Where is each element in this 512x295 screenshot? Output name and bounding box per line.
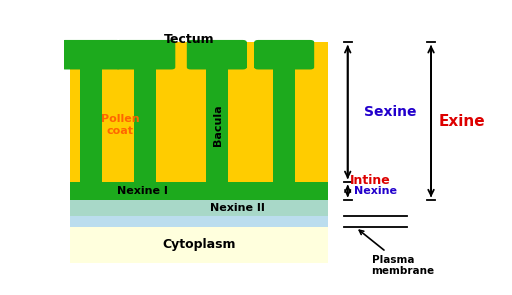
- Bar: [273, 68, 295, 182]
- Text: Cytoplasm: Cytoplasm: [162, 238, 236, 251]
- Bar: [135, 68, 156, 182]
- Bar: [247, 42, 254, 68]
- Text: Tectum: Tectum: [164, 33, 215, 46]
- Bar: [70, 200, 328, 216]
- FancyBboxPatch shape: [61, 40, 121, 70]
- FancyBboxPatch shape: [254, 40, 314, 70]
- Text: Exine: Exine: [439, 114, 485, 129]
- FancyBboxPatch shape: [187, 40, 247, 70]
- Bar: [70, 42, 328, 182]
- Bar: [295, 68, 328, 182]
- Text: Nexine I: Nexine I: [117, 186, 167, 196]
- Text: Nexine: Nexine: [354, 186, 397, 196]
- Text: Plasma
membrane: Plasma membrane: [359, 230, 435, 276]
- Bar: [80, 68, 102, 182]
- Bar: [175, 42, 187, 68]
- Bar: [156, 68, 206, 182]
- Text: Sexine: Sexine: [364, 105, 416, 119]
- Text: Pollen
coat: Pollen coat: [101, 114, 139, 136]
- Text: Nexine II: Nexine II: [210, 203, 265, 213]
- Bar: [102, 68, 135, 182]
- Bar: [314, 42, 328, 68]
- Bar: [70, 227, 328, 263]
- Bar: [206, 68, 228, 182]
- Bar: [70, 68, 80, 182]
- FancyBboxPatch shape: [115, 40, 175, 70]
- Text: Bacula: Bacula: [213, 104, 223, 146]
- Bar: [228, 68, 273, 182]
- Bar: [70, 182, 328, 200]
- Bar: [70, 216, 328, 227]
- Text: Intine: Intine: [350, 174, 391, 187]
